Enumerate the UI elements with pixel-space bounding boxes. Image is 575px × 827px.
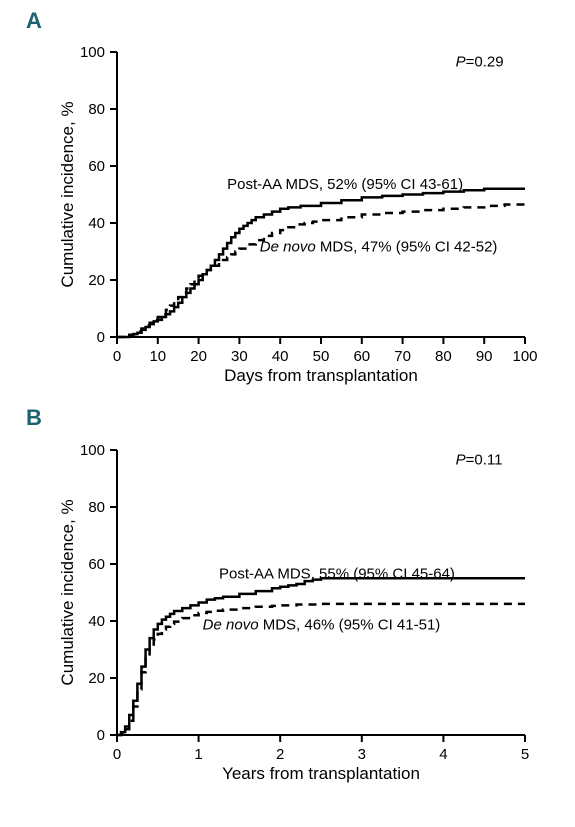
x-tick-label: 80 xyxy=(435,348,452,365)
x-tick-label: 70 xyxy=(394,348,411,365)
series-label-de-novo: De novo MDS, 46% (95% CI 41-51) xyxy=(203,617,441,634)
y-tick-label: 60 xyxy=(88,158,105,175)
p-value: P=0.11 xyxy=(456,451,503,468)
y-tick-label: 20 xyxy=(88,272,105,289)
series-post-aa xyxy=(117,578,525,735)
x-axis-title: Days from transplantation xyxy=(224,366,418,385)
p-value: P=0.29 xyxy=(456,53,504,70)
x-tick-label: 0 xyxy=(113,348,121,365)
x-tick-label: 50 xyxy=(313,348,330,365)
series-de-novo xyxy=(117,203,525,337)
y-axis-title: Cumulative incidence, % xyxy=(58,499,77,685)
x-tick-label: 0 xyxy=(113,746,121,763)
chart-b: 0 1 2 3 4 5 0 20 40 60 80 100 Years from transplanta… xyxy=(55,438,545,793)
y-tick-label: 80 xyxy=(88,101,105,118)
panel-a-label: A xyxy=(26,8,42,34)
series-label-post-aa: Post-AA MDS, 55% (95% CI 45-64) xyxy=(219,565,455,582)
x-axis-title: Years from transplantation xyxy=(222,764,420,783)
x-tick-label: 20 xyxy=(190,348,207,365)
series-post-aa xyxy=(117,189,525,337)
x-tick-label: 40 xyxy=(272,348,289,365)
series-label-post-aa: Post-AA MDS, 52% (95% CI 43-61) xyxy=(227,176,463,193)
y-tick-label: 100 xyxy=(80,442,105,459)
x-tick-label: 5 xyxy=(521,746,529,763)
y-tick-label: 0 xyxy=(97,727,105,744)
y-tick-label: 60 xyxy=(88,556,105,573)
chart-a: 0 10 20 30 40 50 60 70 80 90 100 0 20 40 60 80 100 Days f… xyxy=(55,40,545,395)
y-tick-label: 20 xyxy=(88,670,105,687)
x-tick-label: 30 xyxy=(231,348,248,365)
x-tick-label: 90 xyxy=(476,348,493,365)
series-label-de-novo: De novo MDS, 47% (95% CI 42-52) xyxy=(260,239,498,256)
y-tick-label: 40 xyxy=(88,215,105,232)
panel-b-label: B xyxy=(26,405,42,431)
y-tick-label: 0 xyxy=(97,329,105,346)
x-tick-label: 4 xyxy=(439,746,447,763)
x-tick-label: 3 xyxy=(358,746,366,763)
x-tick-label: 10 xyxy=(149,348,166,365)
x-tick-label: 1 xyxy=(194,746,202,763)
y-tick-label: 100 xyxy=(80,44,105,61)
y-axis-title: Cumulative incidence, % xyxy=(58,101,77,287)
x-tick-label: 60 xyxy=(353,348,370,365)
x-tick-label: 100 xyxy=(512,348,537,365)
y-tick-label: 40 xyxy=(88,613,105,630)
x-tick-label: 2 xyxy=(276,746,284,763)
y-tick-label: 80 xyxy=(88,499,105,516)
